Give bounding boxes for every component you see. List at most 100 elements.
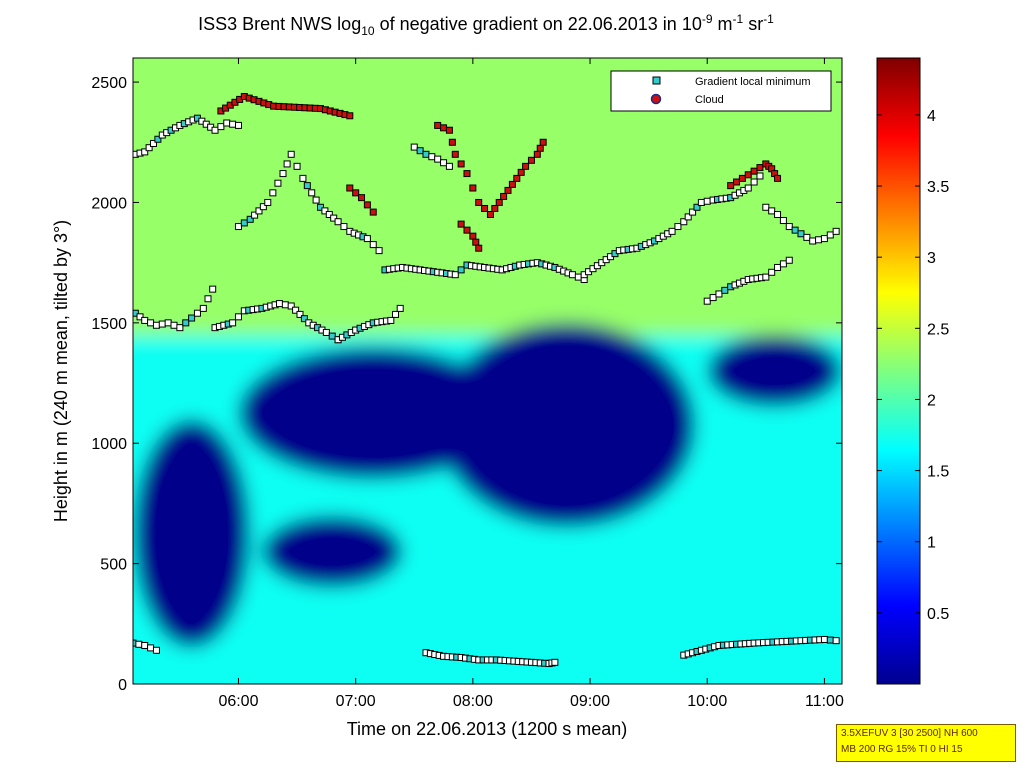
- cloud-marker: [733, 178, 741, 186]
- gradient-min-marker: [234, 223, 242, 231]
- cloud-marker: [500, 192, 508, 200]
- gradient-min-marker: [234, 313, 242, 321]
- legend: Gradient local minimum Cloud: [610, 70, 832, 112]
- gradient-min-marker: [229, 120, 237, 128]
- gradient-min-marker: [779, 217, 787, 225]
- gradient-min-marker: [756, 172, 764, 180]
- title-prefix: ISS3 Brent NWS log: [198, 14, 361, 34]
- cloud-marker: [533, 150, 541, 158]
- gradient-min-marker: [246, 215, 254, 223]
- gradient-min-marker: [768, 207, 776, 215]
- chart-title: ISS3 Brent NWS log10 of negative gradien…: [198, 12, 774, 38]
- gradient-min-marker: [762, 203, 770, 211]
- gradient-min-marker: [287, 302, 295, 310]
- x-tick-label: 08:00: [453, 693, 493, 710]
- gradient-min-marker: [551, 658, 559, 666]
- cloud-marker: [517, 168, 525, 176]
- cloud-marker: [457, 220, 465, 228]
- gradient-min-marker: [154, 135, 162, 143]
- info-line-2: MB 200 RG 15% TI 0 HI 15: [841, 744, 963, 755]
- x-tick-label: 07:00: [336, 693, 376, 710]
- gradient-min-marker: [317, 203, 325, 211]
- gradient-min-marker: [269, 189, 277, 197]
- cloud-marker: [750, 167, 758, 175]
- cloud-marker: [508, 180, 516, 188]
- cloud-marker: [469, 184, 477, 192]
- gradient-min-marker: [234, 121, 242, 129]
- colorbar: [876, 57, 921, 685]
- gradient-min-marker: [274, 179, 282, 187]
- gradient-min-marker: [229, 319, 237, 327]
- legend-label-gradient: Gradient local minimum: [695, 76, 811, 88]
- gradient-min-marker: [255, 207, 263, 215]
- cloud-marker: [504, 186, 512, 194]
- gradient-min-marker: [574, 273, 582, 281]
- plot-frame: [132, 57, 843, 685]
- cloud-marker: [486, 211, 494, 218]
- gradient-min-marker: [145, 144, 153, 152]
- cloud-marker: [346, 184, 354, 192]
- gradient-min-marker: [217, 123, 225, 131]
- gradient-min-marker: [135, 640, 143, 648]
- x-tick-label: 09:00: [570, 693, 610, 710]
- cloud-marker: [369, 208, 377, 216]
- gradient-min-marker: [147, 644, 155, 652]
- heatmap-region-low-blob-east: [437, 322, 696, 528]
- gradient-min-marker: [369, 241, 377, 249]
- cloud-marker: [352, 189, 360, 197]
- gradient-min-marker: [750, 178, 758, 186]
- colorbar-tick-label: 3.5: [927, 179, 949, 196]
- cloud-marker: [522, 162, 530, 170]
- legend-marker-gradient: [652, 76, 661, 85]
- y-tick-label: 2500: [91, 75, 127, 92]
- y-axis: 0 500 1000 1500 2000 2500: [91, 75, 842, 694]
- markers-layer: [133, 93, 840, 668]
- legend-label-cloud: Cloud: [695, 94, 724, 106]
- gradient-min-marker: [321, 207, 329, 215]
- y-tick-label: 1500: [91, 316, 127, 333]
- cloud-marker: [727, 182, 735, 190]
- gradient-min-marker: [744, 184, 752, 192]
- title-middle: of negative gradient on 22.06.2013 in 10: [375, 14, 702, 34]
- gradient-min-marker: [826, 231, 834, 239]
- title-sup2: -1: [733, 12, 744, 26]
- y-tick-label: 2000: [91, 195, 127, 212]
- cloud-marker: [744, 171, 752, 179]
- gradient-min-marker: [296, 310, 304, 318]
- gradient-min-marker: [445, 162, 453, 170]
- gradient-min-marker: [240, 219, 248, 227]
- gradient-min-marker: [136, 313, 144, 321]
- cloud-marker: [481, 204, 489, 212]
- gradient-min-marker: [434, 155, 442, 163]
- gradient-min-marker: [281, 301, 289, 309]
- x-tick-label: 06:00: [218, 693, 258, 710]
- colorbar-tick-label: 2: [927, 392, 936, 409]
- gradient-min-marker: [668, 227, 676, 235]
- gradient-min-marker: [762, 273, 770, 281]
- gradient-min-marker: [451, 271, 459, 279]
- gradient-min-marker: [193, 309, 201, 317]
- info-line-1: 3.5XEFUV 3 [30 2500] NH 600: [841, 728, 978, 739]
- gradient-min-marker: [774, 211, 782, 218]
- cloud-marker: [445, 126, 453, 134]
- gradient-min-marker: [684, 213, 692, 221]
- gradient-min-marker: [312, 196, 320, 204]
- gradient-min-marker: [293, 162, 301, 170]
- y-tick-label: 1000: [91, 436, 127, 453]
- heatmap-field: [133, 58, 842, 684]
- legend-marker-cloud: [650, 93, 662, 105]
- x-axis: 06:00 07:00 08:00 09:00 10:00 11:00: [218, 58, 844, 710]
- gradient-min-marker: [815, 236, 823, 244]
- gradient-min-marker: [363, 235, 371, 243]
- gradient-min-marker: [387, 316, 395, 324]
- colorbar-tick-label: 3: [927, 250, 936, 267]
- gradient-min-marker: [188, 314, 196, 322]
- gradient-min-marker: [396, 304, 404, 312]
- gradient-min-marker: [697, 198, 705, 206]
- heatmap-area: [133, 58, 842, 684]
- gradient-min-marker: [832, 637, 840, 645]
- heatmap-region-low-blob-west: [133, 419, 251, 648]
- cloud-marker: [463, 170, 471, 178]
- gradient-min-marker: [170, 321, 178, 329]
- gradient-min-marker: [209, 285, 217, 293]
